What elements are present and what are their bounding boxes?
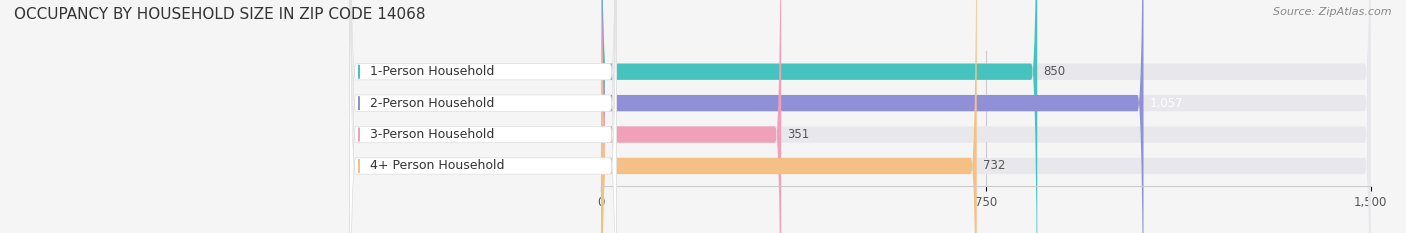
FancyBboxPatch shape	[602, 0, 1038, 233]
FancyBboxPatch shape	[350, 0, 616, 233]
FancyBboxPatch shape	[350, 0, 616, 233]
FancyBboxPatch shape	[350, 0, 616, 233]
Text: OCCUPANCY BY HOUSEHOLD SIZE IN ZIP CODE 14068: OCCUPANCY BY HOUSEHOLD SIZE IN ZIP CODE …	[14, 7, 426, 22]
FancyBboxPatch shape	[602, 0, 1371, 233]
FancyBboxPatch shape	[602, 0, 977, 233]
Text: 2-Person Household: 2-Person Household	[370, 97, 495, 110]
Text: 1,057: 1,057	[1150, 97, 1184, 110]
FancyBboxPatch shape	[602, 0, 782, 233]
Text: 351: 351	[787, 128, 810, 141]
Text: 4+ Person Household: 4+ Person Household	[370, 159, 505, 172]
FancyBboxPatch shape	[602, 0, 1371, 233]
FancyBboxPatch shape	[602, 0, 1371, 233]
Text: Source: ZipAtlas.com: Source: ZipAtlas.com	[1274, 7, 1392, 17]
FancyBboxPatch shape	[602, 0, 1371, 233]
Text: 1-Person Household: 1-Person Household	[370, 65, 495, 78]
FancyBboxPatch shape	[602, 0, 1143, 233]
Text: 732: 732	[983, 159, 1005, 172]
FancyBboxPatch shape	[350, 0, 616, 233]
Text: 3-Person Household: 3-Person Household	[370, 128, 495, 141]
Text: 850: 850	[1043, 65, 1066, 78]
